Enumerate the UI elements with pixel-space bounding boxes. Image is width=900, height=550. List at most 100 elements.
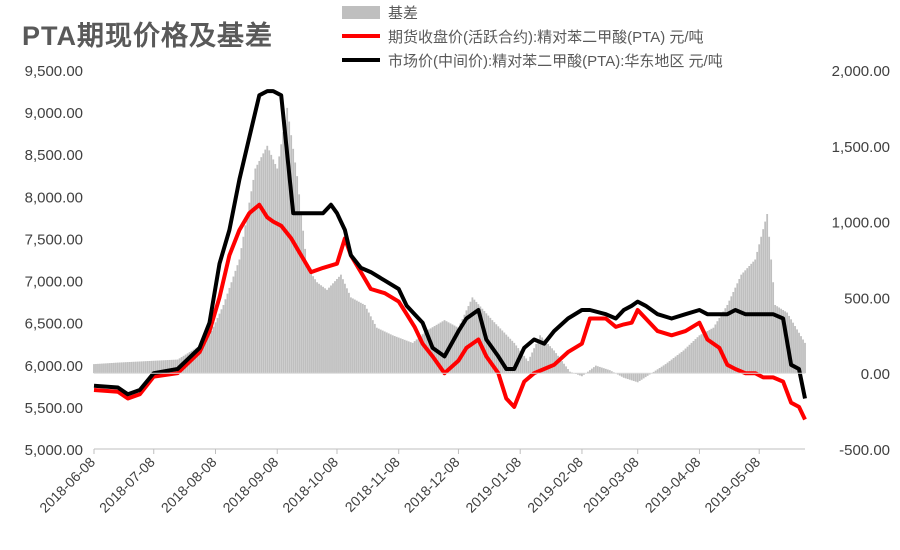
basis-bar: [156, 360, 159, 374]
basis-bar: [577, 373, 579, 375]
basis-bar: [690, 342, 693, 374]
basis-bar: [521, 353, 524, 374]
basis-bar: [730, 296, 733, 374]
basis-bar: [664, 364, 667, 374]
legend-label-spot: 市场价(中间价):精对苯二甲酸(PTA):华东地区 元/吨: [388, 52, 723, 70]
y-right-tick-label: 1,500.00: [832, 139, 890, 156]
basis-bar: [101, 363, 103, 374]
basis-bar: [748, 266, 751, 374]
basis-bar: [750, 263, 753, 374]
basis-bar: [686, 346, 689, 374]
legend-swatch-bar: [342, 5, 380, 19]
basis-bar: [107, 363, 109, 374]
basis-bar: [298, 194, 301, 374]
basis-bar: [132, 361, 135, 374]
basis-bar: [369, 316, 372, 374]
basis-bar: [266, 145, 269, 374]
basis-bar: [270, 154, 273, 374]
basis-bar: [602, 368, 605, 374]
x-tick-label: 2018-12-08: [401, 454, 463, 516]
basis-bar: [539, 335, 542, 374]
basis-bar: [626, 373, 629, 380]
basis-bar: [419, 335, 422, 374]
basis-bar: [154, 360, 157, 374]
x-tick-label: 2019-03-08: [580, 454, 642, 516]
basis-bar: [660, 366, 663, 374]
basis-bar: [569, 371, 571, 374]
basis-bar: [774, 304, 777, 374]
basis-bar: [541, 337, 544, 374]
basis-bar: [469, 301, 472, 374]
basis-bar: [616, 373, 619, 375]
basis-bar: [537, 339, 540, 374]
basis-bar: [505, 334, 508, 374]
basis-bar: [415, 339, 418, 374]
basis-bar: [282, 132, 285, 374]
x-tick-label: 2019-05-08: [701, 454, 763, 516]
basis-bar: [280, 144, 283, 374]
basis-bar: [290, 135, 293, 374]
y-left-tick-label: 5,000.00: [25, 442, 83, 459]
basis-bar: [794, 326, 796, 374]
x-tick-label: 2018-08-08: [158, 454, 220, 516]
basis-bar: [790, 319, 792, 374]
basis-bar: [798, 332, 800, 374]
basis-bar: [391, 335, 394, 374]
basis-bar: [704, 332, 707, 374]
basis-bar: [457, 327, 460, 374]
basis-bar: [658, 368, 661, 374]
basis-bar: [230, 282, 233, 374]
basis-bar: [387, 333, 390, 374]
basis-bar: [604, 368, 607, 374]
y-left-tick-label: 7,500.00: [25, 231, 83, 248]
basis-bar: [118, 362, 121, 374]
basis-bar: [357, 301, 360, 374]
basis-bar: [545, 341, 547, 374]
basis-bar: [389, 334, 392, 374]
x-tick-label: 2018-06-08: [36, 454, 98, 516]
basis-bar: [465, 310, 468, 374]
basis-bar: [417, 337, 420, 374]
basis-bar: [142, 361, 145, 374]
y-left-tick-label: 8,000.00: [25, 189, 83, 206]
y-left-tick-label: 6,000.00: [25, 358, 83, 375]
spot-price-line: [93, 89, 807, 399]
basis-bar: [559, 358, 561, 374]
basis-bar: [218, 313, 221, 374]
basis-bar: [732, 291, 735, 374]
basis-bar: [740, 274, 743, 374]
basis-bar: [736, 283, 739, 374]
basis-bar: [591, 368, 593, 374]
basis-bar: [326, 289, 328, 374]
basis-bar: [455, 326, 458, 374]
basis-bar: [122, 362, 125, 374]
basis-bar: [294, 162, 297, 374]
basis-bar: [194, 348, 197, 374]
basis-bar: [620, 373, 623, 377]
basis-bar: [764, 221, 767, 374]
basis-bar: [720, 314, 723, 374]
basis-bar: [256, 164, 259, 374]
basis-bar: [262, 153, 265, 374]
basis-bar: [746, 268, 749, 374]
basis-bar: [662, 365, 665, 374]
basis-bar: [742, 272, 745, 374]
basis-bar: [371, 320, 374, 374]
basis-bar: [170, 359, 173, 374]
basis-bar: [286, 107, 289, 374]
basis-bar: [804, 342, 806, 374]
basis-bar: [385, 332, 388, 374]
basis-bar: [126, 362, 129, 374]
basis-bar: [140, 361, 143, 374]
basis-bar: [678, 353, 681, 374]
basis-bar: [115, 362, 117, 374]
basis-bar: [367, 312, 370, 374]
basis-bar: [561, 361, 563, 374]
basis-bar: [587, 371, 589, 374]
basis-bar: [453, 325, 456, 374]
basis-bar: [507, 336, 510, 374]
basis-bar: [632, 373, 635, 381]
basis-bar: [596, 366, 599, 374]
basis-bar: [365, 308, 368, 374]
basis-bar: [354, 299, 356, 374]
